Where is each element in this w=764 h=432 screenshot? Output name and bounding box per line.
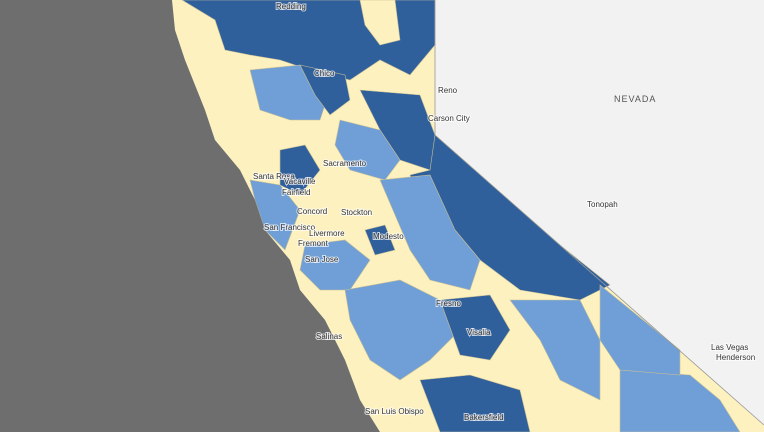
- city-label: Stockton: [341, 208, 372, 217]
- ocean: [0, 0, 380, 432]
- state-label: NEVADA: [614, 94, 656, 104]
- city-label: Sacramento: [323, 159, 367, 168]
- district: [379, 174, 481, 291]
- city-label: Tonopah: [587, 200, 618, 209]
- city-label: Henderson: [716, 353, 755, 362]
- city-label: Fremont: [298, 239, 329, 248]
- city-label: Reno: [438, 86, 458, 95]
- city-label: Fresno: [436, 299, 461, 308]
- city-label: Salinas: [316, 332, 342, 341]
- city-label: Redding: [276, 2, 306, 11]
- district: [344, 279, 461, 381]
- nevada-border: [434, 0, 764, 426]
- city-label: Chico: [314, 69, 335, 78]
- city-label: Livermore: [309, 229, 345, 238]
- city-label: Las Vegas: [711, 343, 748, 352]
- nevada-area: [435, 0, 764, 425]
- city-label: Concord: [297, 207, 327, 216]
- city-label: Carson City: [428, 114, 470, 123]
- city-label: Visalia: [467, 328, 491, 337]
- city-label: Santa Rosa: [253, 172, 295, 181]
- city-label: San Luis Obispo: [365, 407, 424, 416]
- city-label: Vacaville: [284, 177, 316, 186]
- district: [439, 294, 511, 361]
- district: [279, 144, 321, 196]
- district: [364, 224, 396, 256]
- district: [509, 299, 601, 401]
- district: [419, 374, 531, 432]
- city-label: San Francisco: [264, 223, 316, 232]
- district: [299, 64, 351, 116]
- city-label: San Jose: [305, 255, 339, 264]
- city-label: Bakersfield: [464, 413, 504, 422]
- district: [359, 0, 401, 46]
- city-label: Fairfield: [282, 188, 310, 197]
- districts: [181, 0, 741, 432]
- city-label: Modesto: [373, 232, 404, 241]
